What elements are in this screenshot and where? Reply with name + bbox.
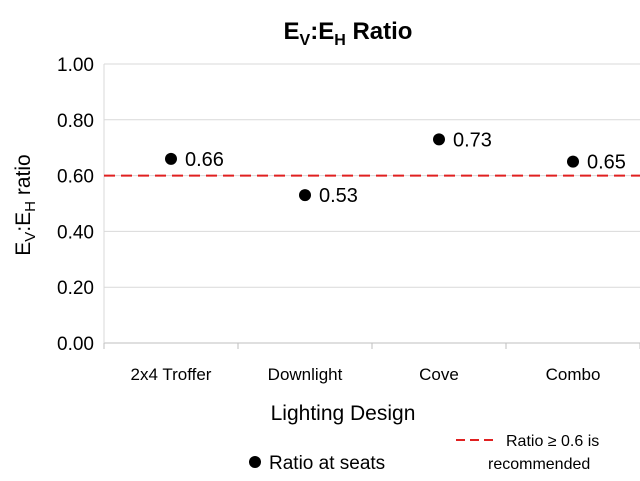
data-label: 0.66: [185, 149, 224, 171]
data-label: 0.65: [587, 152, 626, 174]
data-point: [567, 155, 579, 168]
data-label: 0.73: [453, 129, 492, 151]
data-point: [165, 152, 177, 165]
x-tick-label: Downlight: [268, 365, 343, 384]
data-point: [433, 133, 445, 146]
gridlines: [103, 63, 640, 349]
legend-reference-label-line2: recommended: [488, 456, 590, 473]
data-point: [299, 189, 311, 202]
x-tick-label: 2x4 Troffer: [131, 365, 212, 384]
x-axis-label: Lighting Design: [271, 402, 416, 425]
data-label: 0.53: [319, 185, 358, 207]
y-tick-labels: 0.00 0.20 0.40 0.60 0.80 1.00: [57, 55, 94, 355]
y-tick-label: 0.00: [57, 334, 94, 355]
legend-series-label: Ratio at seats: [269, 453, 385, 474]
legend-reference: Ratio ≥ 0.6 is recommended: [456, 433, 599, 473]
x-tick-label: Combo: [546, 365, 601, 384]
y-tick-label: 0.80: [57, 111, 94, 132]
legend-reference-label-line1: Ratio ≥ 0.6 is: [506, 433, 599, 450]
x-tick-labels: 2x4 Troffer Downlight Cove Combo: [131, 365, 601, 384]
x-tick-label: Cove: [419, 365, 459, 384]
y-tick-label: 0.40: [57, 222, 94, 243]
legend-series-marker: [249, 456, 261, 468]
data-points: 0.66 0.53 0.73 0.65: [165, 129, 626, 207]
legend-series: Ratio at seats: [249, 453, 385, 474]
y-tick-label: 0.20: [57, 278, 94, 299]
y-tick-label: 1.00: [57, 55, 94, 76]
chart-title: EV:EH Ratio: [284, 18, 413, 49]
y-axis-label: EV:EH ratio: [12, 154, 39, 255]
y-tick-label: 0.60: [57, 167, 94, 188]
